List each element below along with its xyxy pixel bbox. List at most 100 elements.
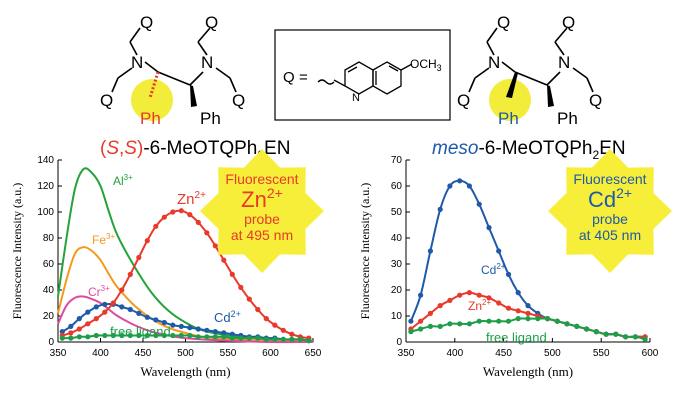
q-box-och3: OCH [410, 57, 437, 71]
right-title-rest: -6-MeOTQPh [478, 138, 592, 159]
data-point [263, 336, 269, 342]
data-point [525, 303, 531, 309]
data-point [593, 329, 599, 335]
data-point [466, 321, 472, 327]
data-point [603, 331, 609, 337]
data-point [229, 331, 235, 337]
data-point [153, 332, 159, 339]
left-title-end: EN [264, 138, 290, 159]
data-point [496, 248, 502, 254]
left-bond [129, 41, 138, 56]
q-box-q: Q [283, 69, 295, 86]
left-structure [111, 27, 237, 121]
left-q3: Q [100, 91, 113, 110]
data-point [408, 329, 414, 335]
q-box-och3-group: OCH3 [410, 57, 442, 73]
label-fe-sup: 3+ [106, 232, 115, 241]
q-box-och3-sub: 3 [437, 63, 442, 73]
data-point [178, 323, 184, 329]
right-curve-labels: Cd2+ Zn2+ free ligand [468, 262, 547, 345]
data-point [613, 331, 619, 337]
label-al-text: Al [113, 174, 124, 188]
series-free-ligand [408, 316, 648, 342]
data-point [212, 243, 218, 249]
data-point [437, 323, 443, 329]
data-point [408, 318, 414, 324]
data-point [476, 201, 482, 207]
data-point [280, 336, 286, 342]
data-point [221, 330, 227, 336]
label-fe-text: Fe [92, 233, 106, 247]
x-tick-label: 400 [92, 348, 109, 359]
left-title-rest: -6-MeOTQPh [143, 138, 257, 159]
data-point [505, 318, 512, 324]
data-point [136, 332, 142, 339]
data-point [85, 334, 91, 340]
data-point [255, 306, 261, 313]
label-zn-right-text: Zn [468, 299, 482, 313]
data-point [642, 336, 648, 342]
data-point [110, 300, 116, 306]
y-axis-label: Fluorescence Intensity (a.u.) [10, 183, 24, 320]
right-badge-cd: Cd [588, 187, 616, 212]
left-title-comma: , [119, 138, 124, 159]
data-point [515, 316, 521, 322]
data-point [496, 300, 502, 306]
left-badge-line4: at 495 nm [231, 227, 293, 243]
data-point [437, 303, 443, 309]
right-compound-title: meso-6-MeOTQPh2EN [432, 138, 626, 162]
data-point [102, 332, 108, 339]
left-title-s1: S [106, 138, 119, 159]
left-ph2: Ph [200, 109, 221, 128]
data-point [127, 306, 133, 313]
y-tick-label: 0 [48, 337, 54, 348]
x-axis-label: Wavelength (nm) [140, 364, 230, 379]
data-point [170, 332, 176, 339]
data-point [68, 330, 74, 336]
data-point [584, 326, 590, 332]
data-point [170, 322, 176, 328]
data-point [85, 321, 91, 327]
data-point [280, 327, 286, 333]
label-cd-right-sup: 2+ [496, 262, 505, 271]
left-curve-labels: Al3+ Fe3+ Cr3+ Zn2+ Cd2+ free ligand [88, 173, 241, 339]
data-point [466, 290, 472, 296]
data-point [153, 317, 159, 323]
data-point [496, 318, 502, 324]
x-axis-label: Wavelength (nm) [483, 364, 573, 379]
data-point [59, 335, 65, 341]
left-n1: N [131, 53, 143, 72]
right-badge-text: Fluorescent Cd2+ probe at 405 nm [573, 171, 646, 243]
right-ph2: Ph [557, 109, 578, 128]
data-point [246, 335, 252, 341]
left-structure-labels: Q Q Q Q N N Ph Ph [100, 13, 245, 128]
data-point [195, 334, 201, 340]
right-badge: Fluorescent Cd2+ probe at 405 nm [548, 149, 672, 273]
data-point [418, 326, 424, 332]
left-bond [129, 27, 141, 43]
data-point [93, 316, 99, 322]
data-point [457, 321, 463, 327]
x-tick-label: 450 [495, 348, 512, 359]
data-point [178, 332, 184, 339]
right-badge-line2: Cd2+ [588, 185, 632, 212]
left-badge-line1: Fluorescent [225, 171, 298, 187]
data-point [427, 310, 433, 316]
label-free-left: free ligand [110, 324, 171, 339]
data-point [110, 332, 116, 339]
data-point [93, 304, 99, 310]
data-point [632, 334, 639, 340]
label-cr-sup: 3+ [101, 284, 110, 293]
data-point [136, 254, 142, 261]
data-point [161, 319, 167, 326]
right-q4: Q [589, 91, 602, 110]
y-tick-label: 60 [391, 181, 403, 192]
right-structure-labels: Q Q Q Q N N Ph Ph [457, 13, 602, 128]
left-ph1: Ph [140, 109, 161, 128]
left-badge-star [200, 149, 324, 273]
data-point [178, 208, 184, 214]
right-q1: Q [497, 13, 510, 32]
data-point [68, 323, 74, 329]
y-tick-label: 60 [43, 259, 55, 270]
